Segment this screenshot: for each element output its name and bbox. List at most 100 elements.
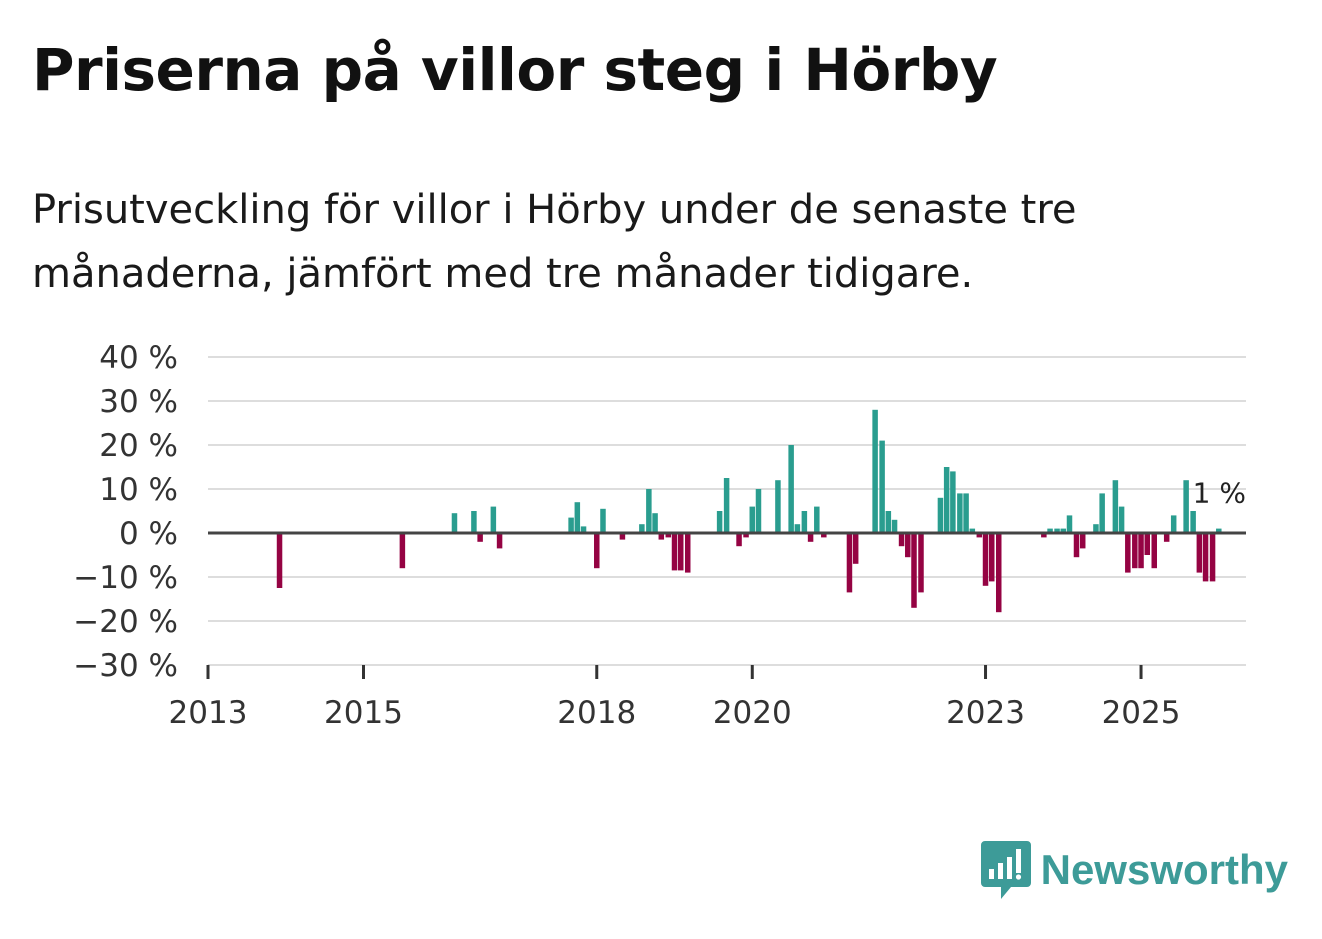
bar [982,533,989,586]
x-tick-label: 2018 [557,695,636,731]
bar [477,533,483,542]
bar [646,489,652,533]
bar [1041,533,1047,538]
bar [794,524,801,533]
bar [1079,533,1086,549]
bar [1073,533,1080,558]
bar [1093,524,1099,533]
bar [743,533,749,538]
bar [736,533,742,547]
x-tick-label: 2015 [324,695,403,731]
bar [1066,515,1073,533]
bar [775,480,781,533]
bar [490,506,497,533]
bar [399,533,406,569]
bar [957,493,963,533]
bar [872,409,878,533]
bar [1216,528,1222,533]
bar [1170,515,1177,533]
bar [276,533,283,588]
bar [1047,528,1053,533]
bar [677,533,684,571]
bar [568,517,574,533]
bar [807,533,814,542]
bar [658,533,665,540]
x-tick-label: 2025 [1102,695,1181,731]
bar [1163,533,1170,542]
bar [1125,533,1131,573]
bar [471,511,477,533]
bar [1060,528,1067,533]
bar [1118,506,1125,533]
y-axis-labels: 40 % 30 % 20 % 10 % 0 % −10 % −20 % −30 % [73,340,178,684]
y-tick-label: 30 % [99,384,178,420]
brand-name: Newsworthy [1040,846,1288,893]
y-tick-label: 0 % [119,516,178,552]
bar [1190,511,1196,533]
bar [885,511,892,533]
bar [1209,533,1216,582]
bar [814,506,820,533]
bar [788,445,794,533]
bar [852,533,859,564]
bar [879,440,885,533]
bar [580,526,587,533]
bar [594,533,600,569]
bar [891,519,898,533]
bar [943,467,950,533]
bar [749,506,756,533]
y-tick-label: −10 % [73,560,178,596]
bar [574,502,581,533]
bar [1183,480,1189,533]
bar [1138,533,1144,569]
bar [1099,493,1105,533]
x-axis-labels: 2013 2015 2018 2020 2023 2025 [169,695,1181,731]
bar [918,533,924,593]
bar [639,524,645,533]
bar [1151,533,1158,569]
x-tick-label: 2023 [946,695,1025,731]
bar [671,533,678,571]
y-tick-label: 40 % [99,340,178,376]
bar [969,528,976,533]
bar [911,533,917,608]
chart-title: Priserna på villor steg i Hörby [32,36,998,104]
bar [1054,528,1060,533]
latest-value-annotation: 1 % [1193,477,1246,510]
bar [905,533,911,558]
bar [684,533,691,573]
bar [755,489,762,533]
chart-subtitle: Prisutveckling för villor i Hörby under … [32,187,1077,297]
bar [600,508,606,533]
bar [821,533,827,538]
bar [451,513,458,533]
newsworthy-logo-icon [980,841,1031,899]
bar [1202,533,1209,582]
bar [716,511,723,533]
bar [496,533,503,549]
bar [1132,533,1138,569]
bar [988,533,995,582]
bar [1196,533,1203,573]
bar [619,533,626,540]
bar [950,471,956,533]
y-tick-label: 20 % [99,428,178,464]
bars [276,409,1222,613]
y-tick-label: 10 % [99,472,178,508]
bar [801,511,808,533]
x-axis-ticks [206,665,1143,679]
bar [898,533,905,547]
bar [1144,533,1151,555]
bar [995,533,1002,613]
bar [1112,480,1119,533]
x-tick-label: 2013 [169,695,248,731]
y-tick-label: −20 % [73,604,178,640]
x-tick-label: 2020 [713,695,792,731]
brand-logo: Newsworthy [980,841,1288,899]
bar [976,533,983,538]
bar [963,493,969,533]
y-tick-label: −30 % [73,648,178,684]
bar [665,533,672,538]
bar [723,478,730,533]
